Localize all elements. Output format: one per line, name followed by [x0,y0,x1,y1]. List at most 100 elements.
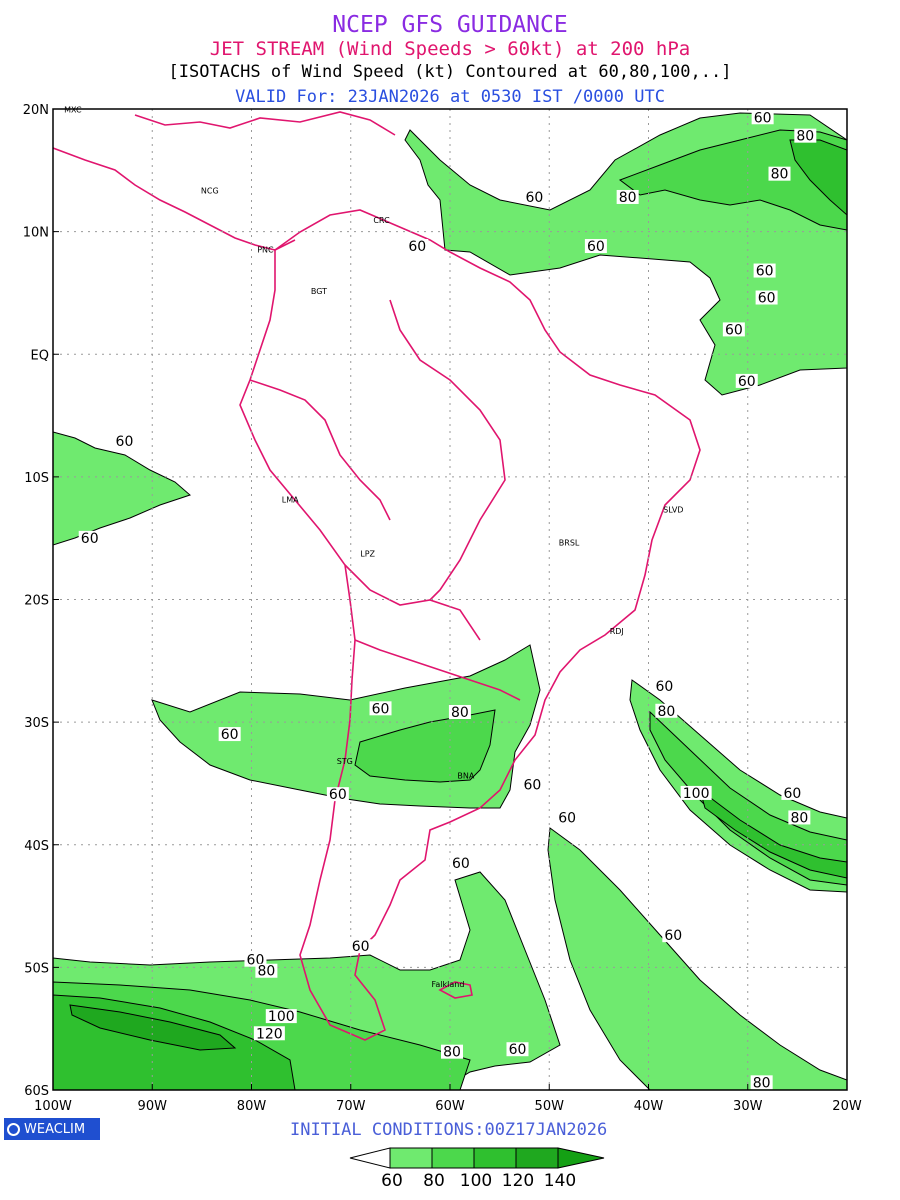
svg-text:80: 80 [451,705,469,721]
isotach-label: 80 [440,1044,463,1061]
longitude-labels: 100W 90W 80W 70W 60W 50W 40W 30W 20W [34,1099,862,1114]
svg-text:80: 80 [443,1045,461,1061]
border-peru [249,379,391,521]
svg-text:60: 60 [452,856,470,872]
isotach-100-atlantic-s [699,788,847,879]
isotach-label: 80 [616,189,639,206]
svg-text:60: 60 [221,727,239,743]
isotach-label: 80 [255,963,278,980]
lon-label: 40W [634,1099,664,1114]
graticule [53,109,847,1090]
svg-text:80: 80 [257,964,275,980]
svg-text:60: 60 [664,928,682,944]
jet-stream-map: MXC NCG CRC PNC BGT LMA LPZ BRSL SLVD RDJ STG BNA Fa… [23,103,862,1114]
legend-arrow-right [557,1147,605,1169]
lon-label: 50W [535,1099,565,1114]
city-label: CRC [373,216,390,225]
city-label: BRSL [559,539,580,548]
svg-text:80: 80 [771,167,789,183]
lat-label: EQ [31,348,49,363]
isotach-label: 60 [218,727,241,743]
initial-conditions: INITIAL CONDITIONS:00Z17JAN2026 [290,1120,608,1140]
isotach-label: 60 [751,110,774,126]
legend-box-120 [515,1147,559,1169]
svg-text:100: 100 [268,1009,295,1025]
weaclim-logo: WEACLIM [4,1118,100,1140]
lat-label: 60S [24,1084,49,1099]
isotach-label: 60 [349,939,372,955]
legend-label-100: 100 [460,1171,492,1191]
isotach-label: 80 [448,704,471,721]
isotach-label: 60 [78,530,101,547]
svg-text:60: 60 [756,264,774,280]
coastline-south-america [239,209,701,1041]
svg-text:60: 60 [587,239,605,255]
svg-text:60: 60 [352,939,370,955]
legend-label-60: 60 [381,1171,403,1191]
legend-box-80 [431,1147,475,1169]
isotach-label: 60 [753,263,776,280]
city-label: RDJ [610,627,624,636]
isotach-label: 60 [556,810,579,826]
svg-text:60: 60 [738,374,756,390]
isotach-label: 100 [680,785,712,802]
title-line-1: NCEP GFS GUIDANCE [332,12,568,38]
logo-text: WEACLIM [24,1121,86,1137]
lon-label: 90W [138,1099,168,1114]
svg-text:120: 120 [256,1026,283,1042]
city-label: PNC [257,245,274,254]
city-label: LPZ [360,550,375,559]
svg-text:60: 60 [783,786,801,802]
isotach-label: 80 [794,128,817,145]
isotach-label: 60 [781,785,804,802]
svg-text:60: 60 [509,1042,527,1058]
svg-text:80: 80 [790,810,808,826]
isotach-label: 60 [506,1042,529,1058]
svg-text:80: 80 [796,129,814,145]
legend-label-120: 120 [502,1171,534,1191]
city-label: MXC [64,106,82,115]
coastline-caribbean-north [134,111,396,136]
color-legend: 60 80 100 120 140 [349,1147,605,1191]
svg-text:80: 80 [657,704,675,720]
border-brazil-west [389,299,506,601]
isotach-fields [53,112,847,1090]
isotach-80-atlantic-s [649,710,847,886]
svg-text:60: 60 [754,110,772,126]
isotach-label: 60 [449,855,472,872]
isotach-label: 80 [750,1075,773,1091]
isotach-100-northern [789,139,847,216]
isotach-label: 80 [655,703,678,720]
axis-ticks [52,108,848,1091]
lat-label: 20N [23,103,49,118]
svg-text:80: 80 [619,190,637,206]
border-bolivia [344,564,481,641]
lat-label: 40S [24,839,49,854]
svg-text:60: 60 [558,810,576,826]
svg-text:60: 60 [525,190,543,206]
svg-text:60: 60 [758,291,776,307]
isotach-label: 60 [369,701,392,717]
svg-text:60: 60 [116,434,134,450]
coastlines [53,111,701,1041]
isotach-label: 60 [653,679,676,695]
valid-time: VALID For: 23JAN2026 at 0530 IST /0000 U… [235,87,665,107]
city-label: LMA [282,496,299,505]
isotach-label: 60 [662,928,685,944]
isotach-60-pacific-west [53,431,191,546]
coastline-falkland [438,981,473,999]
legend-box-60 [389,1147,433,1169]
legend-box-100 [473,1147,517,1169]
lon-label: 30W [733,1099,763,1114]
svg-text:60: 60 [523,777,541,793]
svg-text:60: 60 [725,322,743,338]
lon-label: 60W [435,1099,465,1114]
border-argentina [354,639,521,701]
svg-text:60: 60 [372,701,390,717]
isotach-label: 60 [113,433,136,450]
lon-label: 80W [237,1099,267,1114]
isotach-label: 60 [755,290,778,307]
city-label: SLVD [663,505,683,514]
svg-text:100: 100 [683,786,710,802]
isotach-label: 80 [788,810,811,826]
